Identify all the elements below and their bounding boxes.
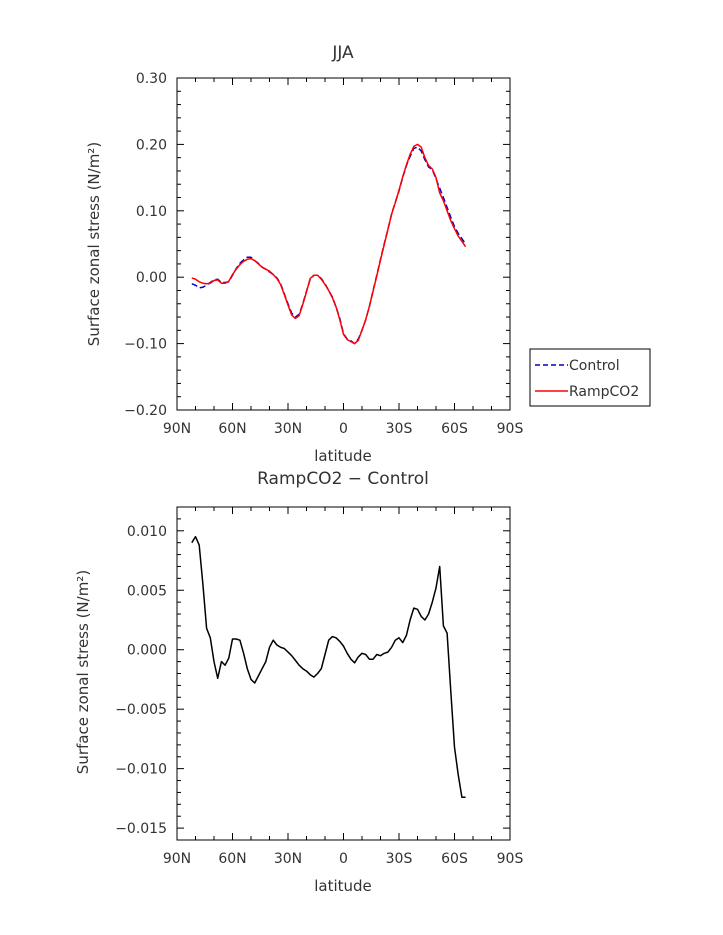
chart-top-title: JJA xyxy=(331,43,354,63)
chart-bottom-xtick-label: 0 xyxy=(339,851,348,867)
chart-bottom-xtick-label: 60N xyxy=(218,851,246,867)
chart-top-xtick-label: 30N xyxy=(274,421,302,437)
chart-bottom-xtick-label: 30N xyxy=(274,851,302,867)
chart-bottom-ytick-label: −0.015 xyxy=(115,821,167,837)
chart-top-ytick-label: −0.20 xyxy=(124,403,167,419)
chart-bottom-xtick-label: 90S xyxy=(497,851,524,867)
series-line-rampco2 xyxy=(191,143,467,345)
chart-top: JJA 90N 60N 30N 0 30S 60S 90S −0.20 −0.10 0.00 0.1… xyxy=(85,43,651,465)
chart-top-xtick-label: 60S xyxy=(441,421,468,437)
chart-top-ytick-label: 0.30 xyxy=(136,71,167,87)
chart-bottom-ytick-label: 0.010 xyxy=(127,524,167,540)
chart-bottom-xlabel: latitude xyxy=(314,877,372,895)
chart-top-xtick-label: 30S xyxy=(386,421,413,437)
chart-top-ytick-label: −0.10 xyxy=(124,337,167,353)
series-line-control xyxy=(191,146,467,345)
chart-bottom: RampCO2 − Control 90N 60N 30N 0 30S 60S 90S −0.… xyxy=(74,469,523,895)
chart-bottom-ytick-label: 0.000 xyxy=(127,643,167,659)
legend-label-control: Control xyxy=(569,358,620,374)
series-line-difference xyxy=(191,535,466,798)
chart-bottom-series xyxy=(191,535,466,798)
chart-top-xtick-label: 90S xyxy=(497,421,524,437)
legend-box xyxy=(529,348,651,407)
legend: Control RampCO2 xyxy=(529,348,651,407)
legend-label-rampco2: RampCO2 xyxy=(569,384,639,400)
chart-top-xtick-label: 0 xyxy=(339,421,348,437)
chart-top-frame xyxy=(176,77,511,411)
chart-bottom-title: RampCO2 − Control xyxy=(257,469,429,489)
chart-top-xtick-label: 60N xyxy=(218,421,246,437)
chart-top-xlabel: latitude xyxy=(314,447,372,465)
chart-top-ytick-label: 0.00 xyxy=(136,270,167,286)
chart-bottom-ticks: 90N 60N 30N 0 30S 60S 90S −0.015 −0.010 −0.005 0.0… xyxy=(115,506,524,867)
chart-bottom-xtick-label: 90N xyxy=(163,851,191,867)
chart-bottom-xtick-label: 30S xyxy=(386,851,413,867)
chart-bottom-xtick-label: 60S xyxy=(441,851,468,867)
chart-bottom-ytick-label: −0.010 xyxy=(115,762,167,778)
chart-top-series xyxy=(191,143,467,345)
chart-bottom-ytick-label: −0.005 xyxy=(115,702,167,718)
chart-top-ytick-label: 0.10 xyxy=(136,204,167,220)
chart-top-xtick-label: 90N xyxy=(163,421,191,437)
chart-top-ytick-label: 0.20 xyxy=(136,137,167,153)
chart-top-ticks: 90N 60N 30N 0 30S 60S 90S −0.20 −0.10 0.00 0.10 0.2… xyxy=(124,71,523,437)
chart-top-ylabel: Surface zonal stress (N/m²) xyxy=(85,142,103,346)
chart-bottom-ytick-label: 0.005 xyxy=(127,583,167,599)
chart-bottom-ylabel: Surface zonal stress (N/m²) xyxy=(74,570,92,774)
